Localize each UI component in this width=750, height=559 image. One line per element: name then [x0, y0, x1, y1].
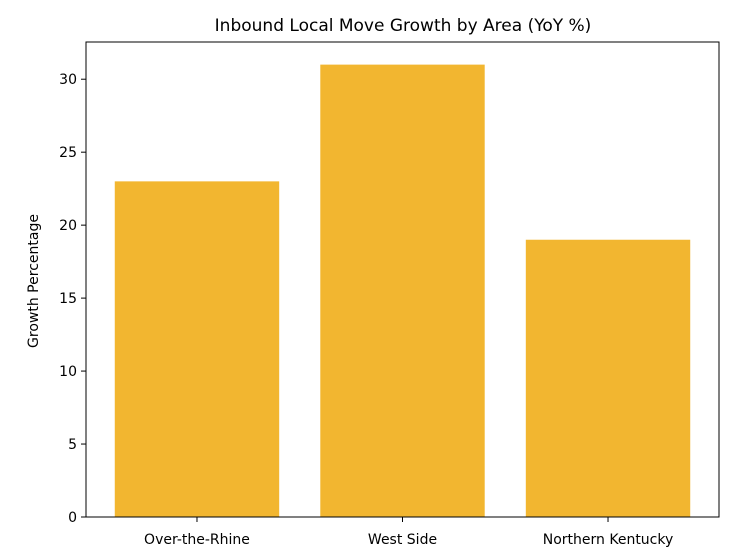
x-tick-label: Over-the-Rhine	[144, 532, 250, 548]
y-tick-label: 25	[59, 145, 77, 161]
bars-layer	[114, 64, 691, 517]
y-tick-label: 20	[59, 218, 77, 234]
y-axis-title: Growth Percentage	[26, 214, 42, 348]
y-axis-ticks: 0 5 10 15 20 25 30	[59, 72, 86, 526]
plot-area-frame	[85, 41, 720, 518]
x-tick-label: Northern Kentucky	[543, 532, 674, 548]
bar-over-the-rhine	[114, 181, 280, 517]
bar-west-side	[320, 64, 485, 517]
y-tick-label: 0	[68, 510, 77, 526]
chart-title: Inbound Local Move Growth by Area (YoY %…	[215, 16, 592, 36]
x-axis-ticks: Over-the-Rhine West Side Northern Kentucky	[144, 517, 673, 548]
bar-northern-kentucky	[525, 239, 691, 517]
y-tick-label: 10	[59, 364, 77, 380]
x-tick-label: West Side	[368, 532, 437, 548]
y-tick-label: 5	[68, 437, 77, 453]
y-tick-label: 15	[59, 291, 77, 307]
y-tick-label: 30	[59, 72, 77, 88]
